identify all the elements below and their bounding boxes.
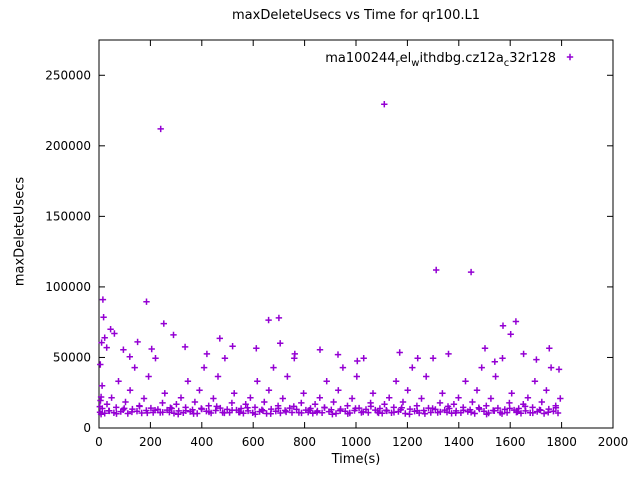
plot-border <box>98 39 614 429</box>
y-tick-label: 200000 <box>45 139 91 153</box>
legend-label: ma100244relwithdbg.cz12ac32r128 <box>325 51 556 69</box>
x-tick-label: 1800 <box>546 435 577 449</box>
legend-marker <box>566 53 574 61</box>
x-tick-label: 1000 <box>341 435 372 449</box>
x-tick-label: 200 <box>139 435 162 449</box>
chart-title: maxDeleteUsecs vs Time for qr100.L1 <box>232 8 480 23</box>
y-tick-label: 0 <box>83 421 91 435</box>
x-axis-label: Time(s) <box>331 452 381 467</box>
y-tick-label: 50000 <box>53 350 91 364</box>
x-tick-label: 0 <box>95 435 103 449</box>
data-points <box>96 101 564 418</box>
x-tick-label: 600 <box>242 435 265 449</box>
y-tick-label: 100000 <box>45 280 91 294</box>
y-tick-label: 250000 <box>45 68 91 82</box>
x-tick-label: 1200 <box>392 435 423 449</box>
x-tick-label: 1600 <box>495 435 526 449</box>
y-tick-label: 150000 <box>45 209 91 223</box>
x-tick-label: 800 <box>293 435 316 449</box>
x-tick-label: 400 <box>190 435 213 449</box>
x-tick-label: 2000 <box>598 435 629 449</box>
x-tick-label: 1400 <box>444 435 475 449</box>
